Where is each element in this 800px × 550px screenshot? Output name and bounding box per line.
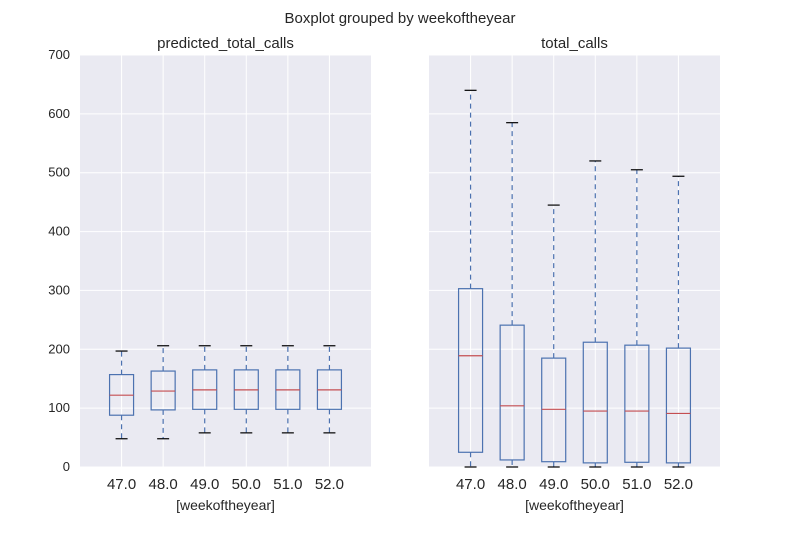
gridlines	[80, 54, 371, 468]
box-51.0	[624, 169, 650, 468]
x-tick-label: 49.0	[539, 476, 568, 493]
box-49.0	[541, 204, 567, 468]
x-tick-labels: 47.0 48.0 49.0 50.0 51.0 52.0	[456, 476, 693, 493]
iqr-box	[457, 288, 484, 453]
x-tick-labels: 47.0 48.0 49.0 50.0 51.0 52.0	[107, 476, 344, 493]
box-48.0	[499, 122, 525, 468]
x-tick-label: 49.0	[190, 476, 219, 493]
box-50.0	[233, 345, 259, 434]
x-tick-label: 51.0	[622, 476, 651, 493]
y-tick-label: 300	[48, 282, 70, 297]
x-tick-label: 52.0	[664, 476, 693, 493]
box-50.0	[582, 160, 608, 468]
x-axis-label: [weekoftheyear]	[525, 497, 624, 513]
boxes	[457, 89, 692, 468]
iqr-box	[582, 341, 608, 464]
figure-suptitle: Boxplot grouped by weekoftheyear	[285, 10, 516, 27]
panel-predicted-total-calls: 0 100 200 300 400 500 600 700 47.0 48.0 49.0 50.0 5…	[48, 35, 371, 513]
y-tick-label: 0	[63, 459, 70, 474]
y-tick-label: 100	[48, 400, 70, 415]
x-tick-label: 48.0	[149, 476, 178, 493]
box-52.0	[316, 345, 343, 434]
box-47.0	[457, 89, 484, 468]
box-52.0	[665, 175, 692, 468]
panel-background	[80, 55, 371, 467]
x-tick-label: 50.0	[581, 476, 610, 493]
iqr-box	[499, 324, 525, 461]
x-tick-label: 51.0	[273, 476, 302, 493]
y-tick-labels: 0 100 200 300 400 500 600 700	[48, 47, 70, 474]
y-tick-label: 400	[48, 224, 70, 239]
box-48.0	[150, 345, 176, 440]
y-tick-label: 200	[48, 341, 70, 356]
box-49.0	[192, 345, 218, 434]
panel-total-calls: 47.0 48.0 49.0 50.0 51.0 52.0 total_calls [we…	[429, 35, 720, 513]
iqr-box	[665, 347, 692, 464]
y-tick-label: 500	[48, 165, 70, 180]
x-axis-label: [weekoftheyear]	[176, 497, 275, 513]
x-tick-label: 48.0	[498, 476, 527, 493]
panel-title: total_calls	[541, 35, 608, 52]
boxes	[108, 345, 343, 440]
x-tick-label: 52.0	[315, 476, 344, 493]
box-51.0	[275, 345, 301, 434]
x-tick-label: 47.0	[107, 476, 136, 493]
panel-title: predicted_total_calls	[157, 35, 294, 52]
y-tick-label: 700	[48, 47, 70, 62]
panel-background	[429, 55, 720, 467]
box-47.0	[108, 350, 135, 440]
x-tick-label: 50.0	[232, 476, 261, 493]
x-tick-label: 47.0	[456, 476, 485, 493]
y-tick-label: 600	[48, 106, 70, 121]
iqr-box	[624, 344, 650, 463]
